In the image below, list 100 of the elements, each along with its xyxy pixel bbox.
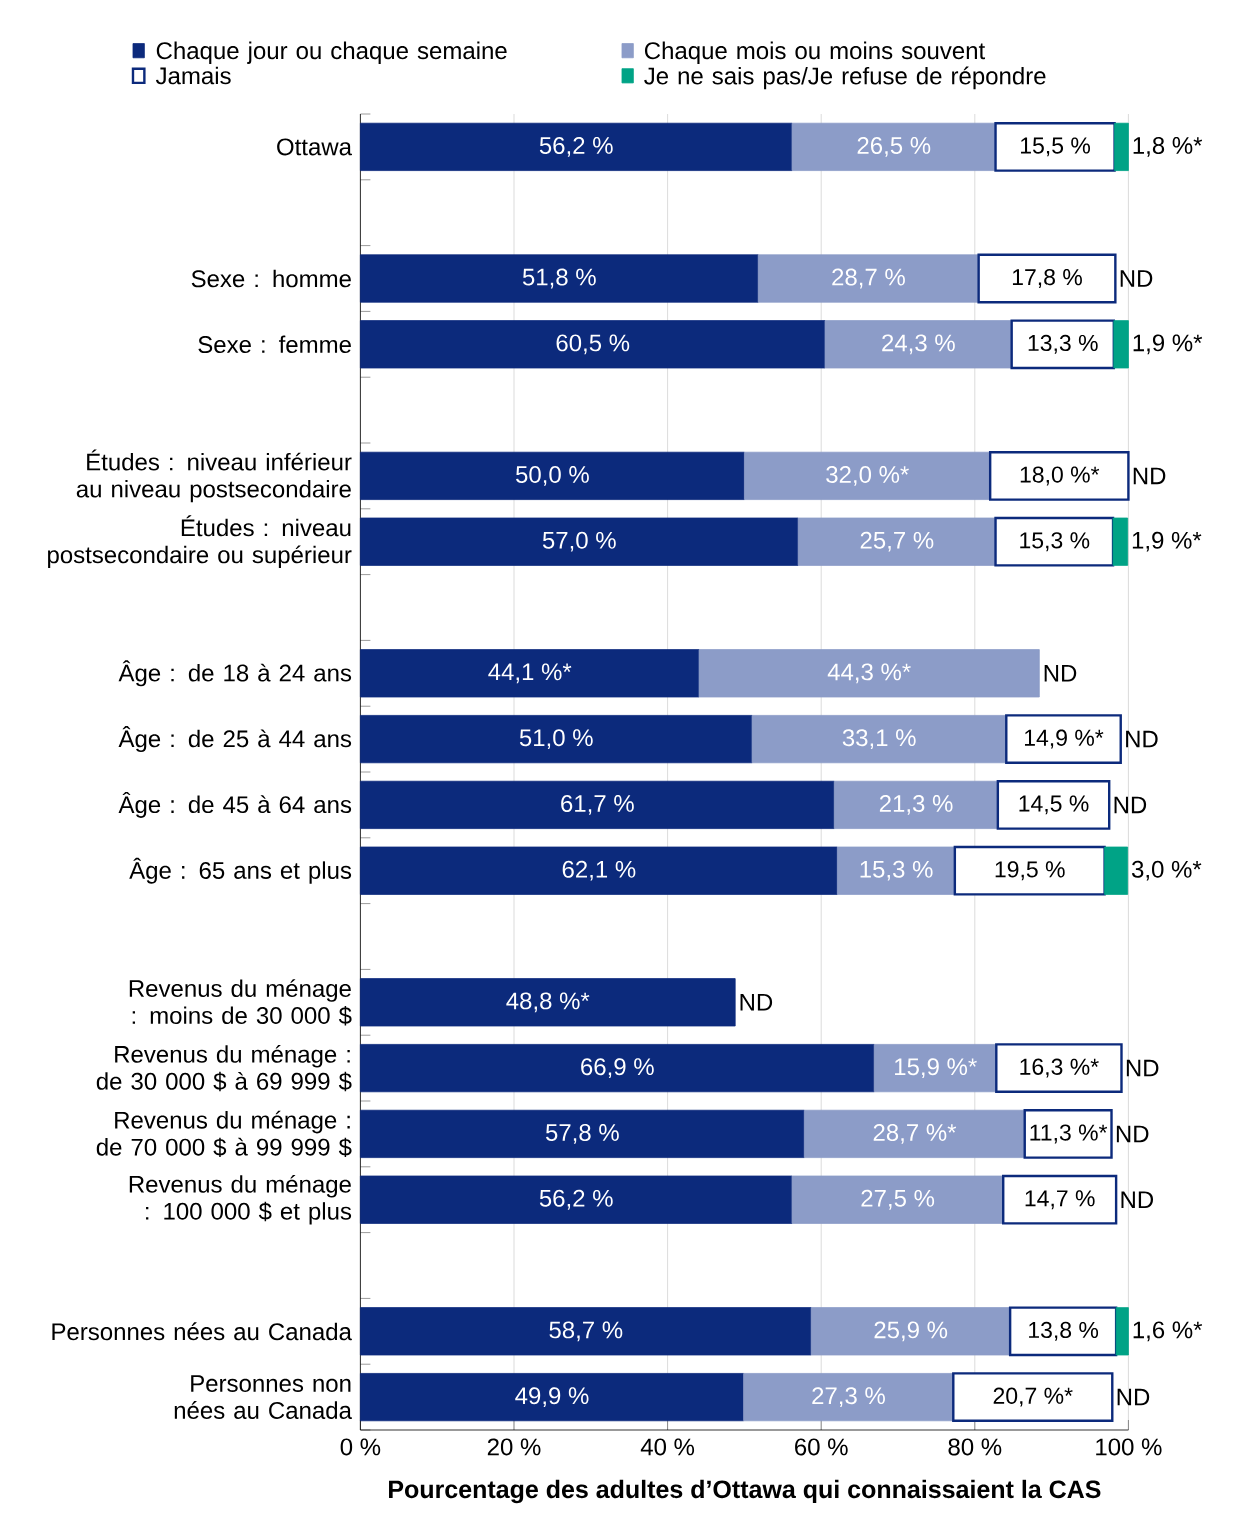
legend-label: Jamais [155, 66, 231, 85]
data-label: 14,5 % [1019, 795, 1089, 815]
data-label: 33,1 % [842, 729, 916, 750]
data-label: 14,7 % [1025, 1190, 1095, 1210]
bar [359, 320, 826, 369]
bar [359, 1175, 793, 1224]
data-label: 28,7 % [832, 268, 905, 289]
data-label: 66,9 % [580, 1058, 654, 1079]
data-label: 1,9 %* [1133, 334, 1202, 355]
data-label: 58,7 % [549, 1321, 623, 1342]
text: ND [1120, 270, 1153, 287]
bar [1114, 122, 1129, 171]
bar [751, 715, 1007, 764]
data-label: 44,3 %* [827, 663, 911, 684]
data-label: 26,5 % [857, 136, 931, 157]
bar [359, 1109, 805, 1158]
bar [836, 846, 956, 895]
data-label: 25,9 % [874, 1321, 947, 1342]
text: ND [1125, 730, 1158, 748]
data-label: 18,0 %* [1020, 466, 1099, 486]
bar [359, 122, 793, 171]
text: ND [1117, 1388, 1150, 1406]
bar [698, 649, 1040, 698]
data-label: 16,3 %* [1020, 1058, 1099, 1078]
x-axis-title: Pourcentage des adultes d’Ottawa qui connaissaient la CAS [388, 1479, 1101, 1504]
data-label: 49,9 % [515, 1387, 589, 1408]
data-label: 44,1 %* [488, 663, 572, 684]
data-label: 25,7 % [860, 531, 934, 552]
y-tick-label: Revenus du ménage : de 70 000 $ à 99 999 $ [96, 1110, 352, 1158]
data-label: 50,0 % [515, 466, 589, 486]
x-tick-label: 40 % [640, 1438, 694, 1456]
bar [873, 1044, 997, 1093]
y-tick-label: Âge : de 45 à 64 ans [118, 791, 351, 818]
y-tick-label: Sexe : homme [191, 269, 351, 288]
x-tick-label: 0 % [340, 1438, 381, 1456]
data-label: 15,3 % [860, 860, 933, 881]
data-label: 15,3 % [1020, 532, 1090, 552]
data-label: 27,3 % [812, 1387, 885, 1408]
y-tick-label: Revenus du ménage : 100 000 $ et plus [129, 1174, 351, 1225]
bar [791, 122, 996, 171]
data-label: 62,1 % [562, 860, 636, 881]
data-label: 17,8 % [1012, 269, 1082, 289]
bar [1104, 846, 1128, 895]
data-label: 11,3 %* [1030, 1124, 1107, 1144]
data-label: 51,0 % [519, 729, 593, 750]
legend-label: Chaque jour ou chaque semaine [156, 41, 507, 64]
bar [1113, 320, 1129, 369]
data-label: 13,3 % [1028, 334, 1098, 354]
x-tick-label: 60 % [794, 1438, 848, 1456]
legend-label: Chaque mois ou moins souvent [644, 41, 985, 64]
legend-label: Je ne sais pas/Je refuse de répondre [643, 66, 1046, 90]
bar [810, 1307, 1011, 1356]
data-label: 15,9 %* [894, 1058, 977, 1079]
text: ND [1114, 796, 1146, 814]
y-tick-label: Personnes nées au Canada [52, 1322, 352, 1341]
bar [359, 517, 799, 566]
bar [1115, 1307, 1129, 1356]
bar [803, 1109, 1025, 1158]
y-tick-label: Personnes non nées au Canada [174, 1375, 352, 1419]
bar [743, 451, 991, 500]
text: ND [1133, 467, 1166, 485]
bar [359, 846, 838, 895]
bar [359, 715, 753, 764]
data-label: 21,3 % [879, 795, 953, 815]
bar [743, 1373, 954, 1422]
bar [359, 254, 759, 303]
data-label: 19,5 % [995, 861, 1065, 881]
data-label: 1,8 %* [1133, 136, 1202, 157]
data-label: 60,5 % [556, 334, 630, 355]
bar [359, 1373, 744, 1422]
data-label: 20,7 %* [993, 1387, 1073, 1407]
x-tick-label: 80 % [948, 1438, 1002, 1456]
y-tick-label: Âge : de 18 à 24 ans [118, 660, 351, 687]
data-label: 1,6 %* [1133, 1321, 1202, 1342]
y-tick-label: Revenus du ménage : de 30 000 $ à 69 999 $ [96, 1044, 352, 1092]
y-tick-label: Ottawa [276, 138, 352, 156]
data-label: 51,8 % [522, 268, 596, 289]
data-label: 24,3 % [882, 334, 955, 355]
data-label: 13,8 % [1028, 1321, 1098, 1341]
bar [359, 649, 700, 698]
data-label: 57,0 % [542, 531, 616, 552]
data-label: 57,8 % [545, 1124, 619, 1144]
text: ND [1044, 665, 1077, 682]
data-label: 1,9 %* [1132, 531, 1202, 552]
data-label: 56,2 % [539, 136, 613, 157]
y-tick-label: Âge : 65 ans et plus [129, 857, 351, 884]
bar [833, 780, 999, 829]
bar [359, 1307, 812, 1356]
text: ND [740, 994, 772, 1011]
bar [824, 320, 1012, 369]
text: ND [1126, 1059, 1159, 1077]
bar [359, 1044, 875, 1093]
bar [791, 1175, 1004, 1224]
x-tick-label: 20 % [487, 1438, 541, 1456]
bar [757, 254, 979, 303]
data-label: 14,9 %* [1024, 729, 1104, 749]
bar [359, 978, 736, 1027]
data-label: 56,2 % [539, 1189, 613, 1210]
bar [1112, 517, 1128, 566]
y-tick-label: Âge : de 25 à 44 ans [118, 726, 351, 753]
